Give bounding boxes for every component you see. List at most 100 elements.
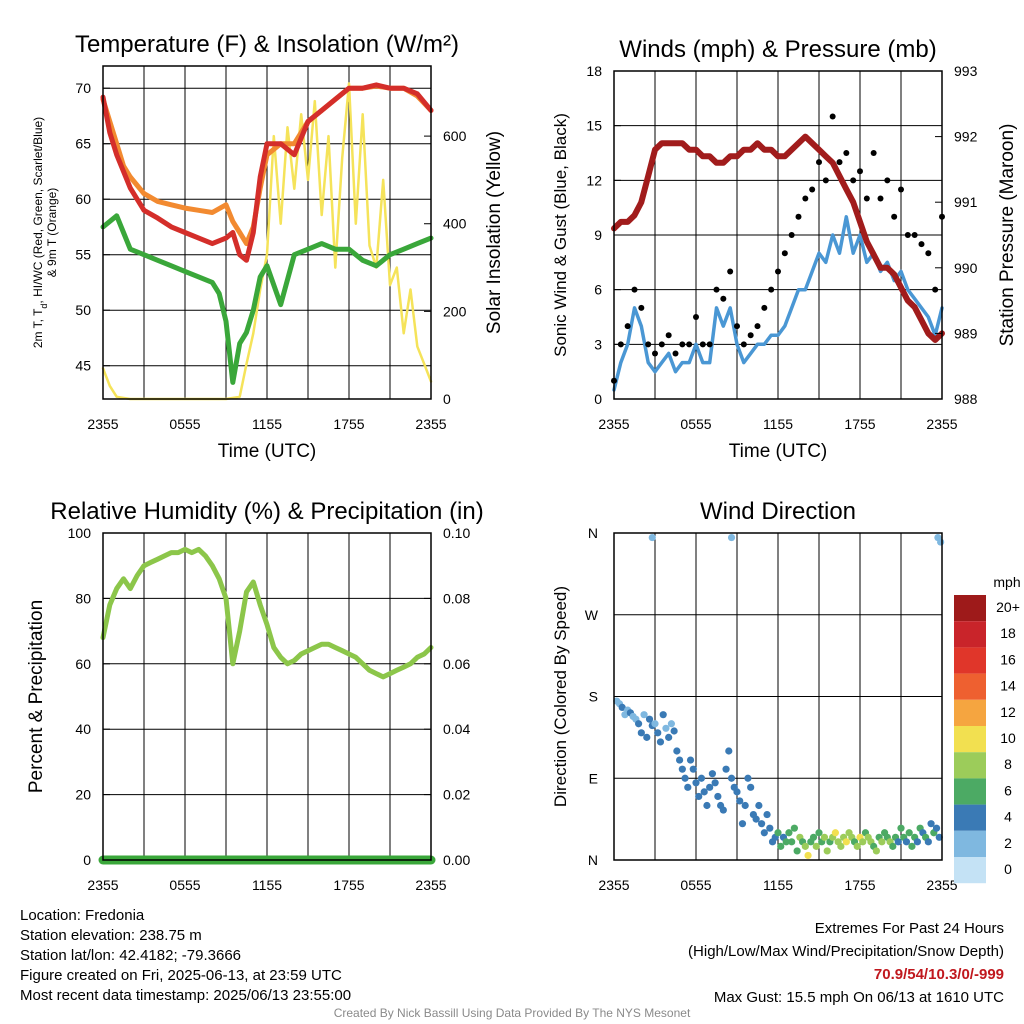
direction-point — [676, 756, 684, 764]
panel-3: 2355 0555 1155 1755 2355 Relative Humidity (%… — [26, 498, 484, 893]
gust-point — [816, 159, 822, 166]
direction-point — [727, 533, 736, 542]
direction-point — [692, 779, 700, 787]
y2-tick-label: 0.10 — [443, 525, 470, 541]
gust-point — [658, 341, 665, 348]
direction-point — [678, 765, 686, 773]
gust-point — [932, 286, 939, 293]
y-tick-label: 100 — [68, 525, 92, 541]
gust-point — [802, 195, 809, 202]
direction-point — [894, 838, 902, 846]
direction-point — [823, 847, 831, 855]
panel-title: Wind Direction — [700, 498, 856, 525]
extremes-subtitle: (High/Low/Max Wind/Precipitation/Snow De… — [688, 943, 1004, 960]
panel-title: Winds (mph) & Pressure (mb) — [619, 36, 936, 63]
x-tick-label: 1755 — [333, 877, 364, 893]
x-tick-label: 2355 — [598, 877, 629, 893]
y-tick-label: 45 — [75, 358, 91, 374]
y-tick-label: 12 — [586, 172, 602, 188]
y2-tick-label: 993 — [954, 63, 978, 79]
y2-tick-label: 991 — [954, 194, 978, 210]
panel-title: Temperature (F) & Insolation (W/m²) — [75, 31, 459, 58]
colorbar-swatch — [954, 778, 986, 805]
series-line-sonic-wind — [612, 215, 944, 392]
direction-point — [640, 711, 648, 719]
direction-point — [711, 779, 719, 787]
direction-point — [733, 788, 741, 796]
direction-point — [755, 801, 763, 810]
gust-point — [891, 213, 898, 220]
direction-point — [812, 842, 820, 850]
x-tick-label: 2355 — [926, 877, 957, 893]
extremes-info: Extremes For Past 24 Hours (High/Low/Max… — [688, 917, 1004, 1009]
series-line-relative-humidity — [100, 546, 434, 680]
direction-point — [695, 792, 703, 801]
direction-point — [744, 774, 752, 782]
gust-point — [877, 195, 884, 202]
plot-border — [613, 70, 943, 400]
gust-point — [645, 341, 652, 348]
y-tick-label: 55 — [75, 247, 91, 263]
y-tick-label: E — [589, 770, 598, 786]
direction-point — [673, 747, 681, 755]
direction-point — [859, 838, 867, 846]
direction-point — [935, 833, 943, 841]
y-tick-label: 9 — [594, 227, 602, 243]
x-tick-label: 1755 — [844, 877, 875, 893]
direction-point — [774, 829, 782, 837]
y2-tick-label: 990 — [954, 260, 978, 276]
x-tick-label: 2355 — [926, 416, 957, 432]
panel-1: 2355 0555 1155 1755 2355 Temperature (F) & In… — [31, 31, 505, 462]
gust-point — [720, 295, 727, 302]
gust-point — [761, 304, 768, 311]
direction-point — [662, 724, 670, 732]
x-tick-label: 0555 — [680, 416, 711, 432]
x-tick-label: 2355 — [87, 416, 118, 432]
y-axis-label-line: & 9m T (Orange) — [45, 188, 59, 278]
direction-point — [654, 729, 662, 737]
y-tick-label: 15 — [586, 118, 602, 134]
direction-point — [738, 820, 747, 828]
direction-point — [853, 842, 861, 850]
x-tick-label: 1155 — [252, 877, 282, 893]
y-tick-label: 6 — [594, 282, 602, 298]
direction-point — [618, 703, 626, 712]
panel-title: Relative Humidity (%) & Precipitation (i… — [50, 498, 483, 525]
y2-tick-label: 400 — [443, 216, 467, 232]
direction-point — [714, 792, 722, 801]
gust-point — [652, 350, 658, 357]
extremes-values: 70.9/54/10.3/0/-999 — [873, 966, 1004, 983]
direction-point — [727, 774, 736, 782]
gust-point — [788, 232, 795, 238]
y-tick-label: 20 — [75, 787, 91, 803]
x-tick-label: 1155 — [252, 416, 282, 432]
direction-point — [697, 774, 706, 782]
x-tick-label: 2355 — [598, 416, 629, 432]
colorbar-swatch — [954, 673, 986, 700]
gust-point — [638, 304, 645, 311]
colorbar-label: 6 — [1004, 782, 1012, 798]
y-tick-label: N — [588, 525, 598, 541]
direction-point — [684, 783, 692, 791]
gust-point — [911, 232, 918, 238]
colorbar-swatch — [954, 752, 986, 779]
x-tick-label: 0555 — [169, 416, 200, 432]
direction-point — [831, 829, 840, 837]
direction-point — [872, 847, 881, 855]
gust-point — [904, 232, 911, 238]
direction-point — [878, 838, 886, 846]
colorbar-label: 0 — [1004, 861, 1012, 877]
x-tick-label: 1755 — [333, 416, 364, 432]
direction-point — [659, 711, 667, 719]
colorbar-label: 14 — [1000, 678, 1016, 694]
direction-point — [937, 538, 945, 546]
gust-point — [727, 268, 734, 275]
direction-point — [708, 770, 717, 778]
location-text: Location: Fredonia — [20, 907, 145, 924]
colorbar-swatch — [954, 726, 986, 753]
colorbar-swatch — [954, 699, 986, 726]
colorbar-label: 16 — [1000, 651, 1016, 667]
gust-point — [781, 250, 788, 257]
y-tick-label: 60 — [75, 656, 91, 672]
